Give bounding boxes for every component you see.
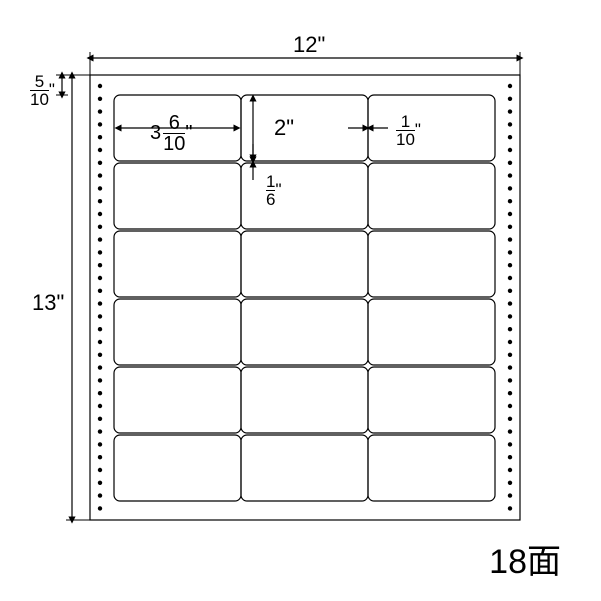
dim-cell-height-label: 2" bbox=[274, 115, 294, 141]
perforation-dot bbox=[98, 391, 102, 395]
perforation-dot bbox=[508, 250, 512, 254]
perforation-dot bbox=[98, 109, 102, 113]
perforation-dot bbox=[98, 97, 102, 101]
perforation-dot bbox=[98, 148, 102, 152]
perforation-dot bbox=[508, 468, 512, 472]
perforation-dot bbox=[98, 301, 102, 305]
perforation-dot bbox=[98, 263, 102, 267]
perforation-dot bbox=[98, 417, 102, 421]
perforation-dot bbox=[98, 365, 102, 369]
perforation-dot bbox=[98, 378, 102, 382]
caption-18men: 18面 bbox=[489, 534, 561, 583]
fraction: 6 10 bbox=[163, 113, 185, 154]
perforation-dot bbox=[508, 263, 512, 267]
perforation-dot bbox=[508, 365, 512, 369]
perforation-dot bbox=[508, 301, 512, 305]
perforation-dot bbox=[98, 276, 102, 280]
perforation-dot bbox=[508, 186, 512, 190]
perforation-dot bbox=[98, 442, 102, 446]
label-cell bbox=[368, 299, 495, 365]
perforation-dot bbox=[508, 237, 512, 241]
fraction: 1 10 bbox=[396, 113, 415, 148]
perforation-dot bbox=[98, 289, 102, 293]
perforation-dot bbox=[508, 97, 512, 101]
perforation-dot bbox=[508, 417, 512, 421]
perforation-dot bbox=[508, 84, 512, 88]
label-sheet-diagram: 12" 13" 5 10 " 3 6 10 " 2" 1 10 " 1 6 bbox=[0, 0, 601, 601]
perforation-dot bbox=[508, 314, 512, 318]
perforation-dot bbox=[508, 199, 512, 203]
perforation-dot bbox=[98, 135, 102, 139]
perforation-dot bbox=[98, 186, 102, 190]
perforation-dot bbox=[98, 404, 102, 408]
perforation-dot bbox=[98, 429, 102, 433]
perforation-dot bbox=[98, 250, 102, 254]
perforation-dot bbox=[98, 122, 102, 126]
perforation-dot bbox=[98, 199, 102, 203]
perforation-dot bbox=[98, 506, 102, 510]
label-cell bbox=[114, 299, 241, 365]
perforation-dot bbox=[508, 429, 512, 433]
perforation-dot bbox=[508, 276, 512, 280]
perforation-dot bbox=[98, 353, 102, 357]
label-cell bbox=[241, 367, 368, 433]
dim-col-gap-label: 1 10 " bbox=[396, 113, 421, 148]
fraction: 1 6 bbox=[266, 173, 275, 208]
perforation-dot bbox=[508, 289, 512, 293]
label-cell bbox=[114, 163, 241, 229]
dim-total-height-label: 13" bbox=[32, 290, 64, 316]
dim-cell-width-label: 3 6 10 " bbox=[150, 113, 192, 154]
label-cell bbox=[241, 435, 368, 501]
label-cell bbox=[368, 367, 495, 433]
perforation-dot bbox=[98, 212, 102, 216]
perforation-dot bbox=[98, 340, 102, 344]
perforation-dot bbox=[508, 391, 512, 395]
perforation-dot bbox=[508, 442, 512, 446]
perforation-dot bbox=[98, 225, 102, 229]
perforation-dot bbox=[508, 161, 512, 165]
perforation-dot bbox=[98, 327, 102, 331]
perforation-dot bbox=[508, 455, 512, 459]
perforation-dot bbox=[508, 148, 512, 152]
label-cell bbox=[368, 231, 495, 297]
perforation-dot bbox=[98, 84, 102, 88]
perforation-dot bbox=[98, 468, 102, 472]
label-cell bbox=[368, 435, 495, 501]
perforation-dot bbox=[98, 314, 102, 318]
perforation-dot bbox=[508, 506, 512, 510]
perforation-dot bbox=[508, 327, 512, 331]
perforation-dot bbox=[98, 481, 102, 485]
perforation-dot bbox=[98, 173, 102, 177]
label-cell bbox=[241, 163, 368, 229]
perforation-dot bbox=[508, 212, 512, 216]
label-cell bbox=[114, 231, 241, 297]
dim-row-gap-label: 1 6 " bbox=[266, 173, 282, 208]
perforation-dot bbox=[508, 340, 512, 344]
perforation-dot bbox=[508, 225, 512, 229]
perforation-dot bbox=[508, 353, 512, 357]
fraction: 5 10 bbox=[30, 73, 49, 108]
perforation-dot bbox=[508, 404, 512, 408]
label-cell bbox=[114, 367, 241, 433]
perforation-dot bbox=[98, 455, 102, 459]
perforation-dot bbox=[508, 135, 512, 139]
label-cell bbox=[241, 299, 368, 365]
perforation-dot bbox=[508, 122, 512, 126]
dim-total-width-label: 12" bbox=[293, 32, 325, 58]
label-cell bbox=[114, 435, 241, 501]
perforation-dot bbox=[508, 173, 512, 177]
label-cell bbox=[368, 163, 495, 229]
perforation-dot bbox=[508, 481, 512, 485]
perforation-dot bbox=[508, 378, 512, 382]
label-cell bbox=[241, 231, 368, 297]
perforation-dot bbox=[98, 237, 102, 241]
perforation-dot bbox=[98, 161, 102, 165]
perforation-dot bbox=[508, 109, 512, 113]
perforation-dot bbox=[98, 493, 102, 497]
dim-top-margin-label: 5 10 " bbox=[30, 73, 55, 108]
perforation-dot bbox=[508, 493, 512, 497]
